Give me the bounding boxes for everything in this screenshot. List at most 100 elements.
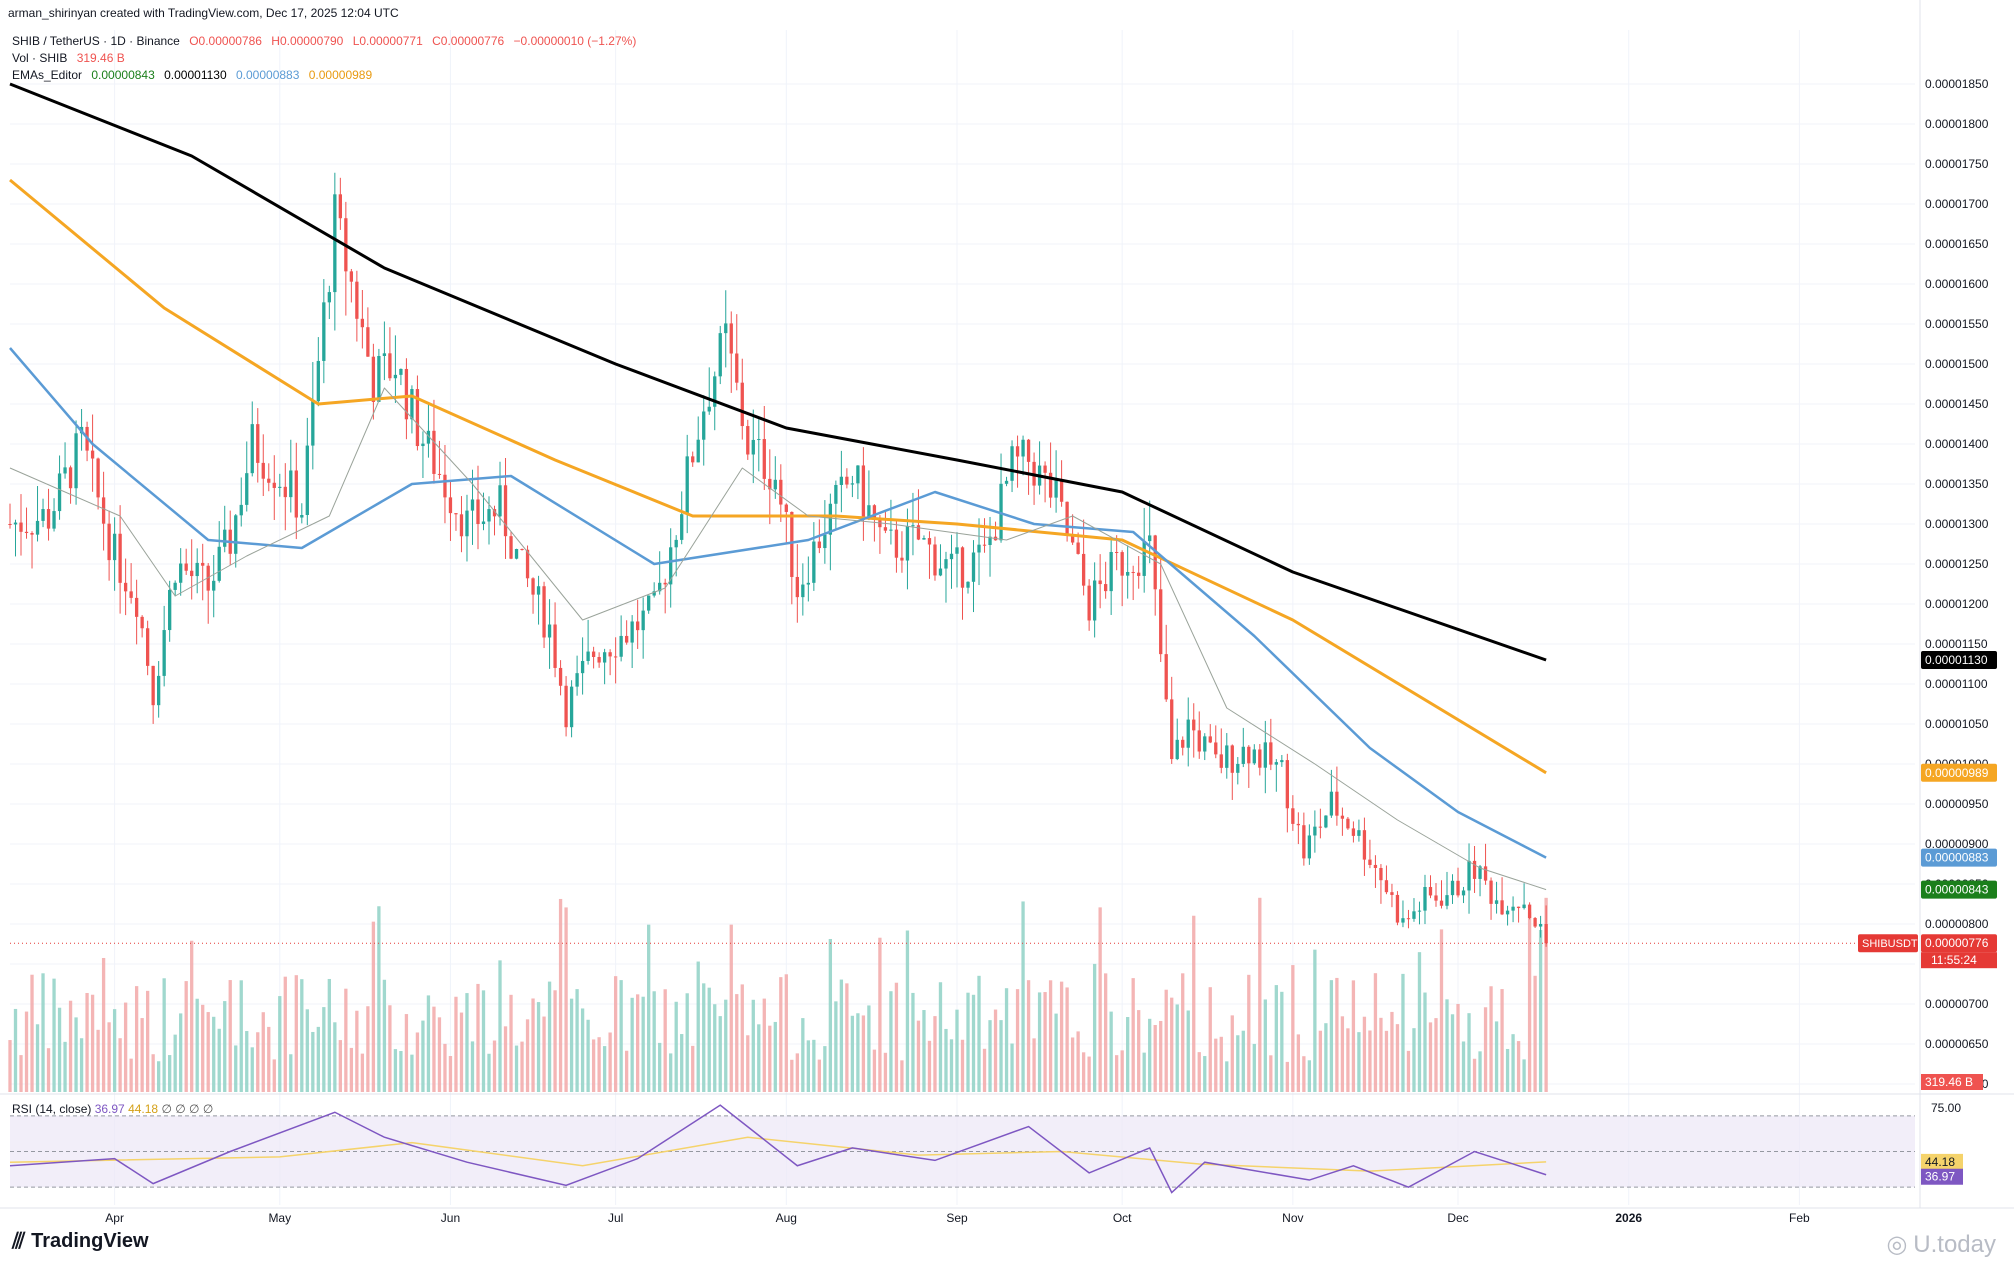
price-tag-label: 0.00000776 bbox=[1925, 936, 1989, 950]
candle-body bbox=[1186, 719, 1190, 748]
volume-bar bbox=[1324, 1023, 1328, 1092]
rsi-label[interactable]: RSI (14, close) bbox=[12, 1102, 92, 1116]
candle-body bbox=[812, 541, 816, 583]
candle-body bbox=[448, 497, 453, 514]
rsi-extras: ∅ ∅ ∅ ∅ bbox=[161, 1102, 214, 1116]
candle-body bbox=[250, 424, 254, 474]
volume-bar bbox=[1103, 973, 1108, 1092]
volume-bar bbox=[1219, 1036, 1223, 1092]
price-tick-label: 0.00001750 bbox=[1925, 157, 1989, 171]
countdown-label: 11:55:24 bbox=[1931, 953, 1977, 967]
candle-body bbox=[1252, 749, 1256, 764]
candle-body bbox=[569, 686, 574, 728]
volume-bar bbox=[553, 990, 557, 1092]
candle-body bbox=[779, 479, 783, 505]
volume-bar bbox=[85, 993, 89, 1092]
ema20-line bbox=[9, 387, 1547, 891]
candle-body bbox=[735, 353, 739, 383]
candle-body bbox=[443, 474, 447, 498]
candle-body bbox=[1412, 911, 1416, 919]
candle-body bbox=[1076, 542, 1080, 554]
candle-body bbox=[1159, 589, 1163, 655]
volume-bar bbox=[212, 1016, 216, 1092]
candle-body bbox=[1478, 866, 1482, 879]
candle-body bbox=[1538, 924, 1543, 927]
volume-bar bbox=[509, 994, 513, 1092]
candle-body bbox=[1208, 736, 1212, 743]
volume-bar bbox=[261, 1012, 265, 1092]
candle-body bbox=[586, 651, 590, 661]
candle-body bbox=[746, 426, 750, 455]
low-value: L0.00000771 bbox=[352, 34, 423, 48]
candle-body bbox=[1021, 439, 1025, 457]
volume-bar bbox=[542, 1016, 546, 1092]
candle-body bbox=[784, 504, 788, 512]
candle-body bbox=[1269, 742, 1273, 765]
volume-tag-label: 319.46 B bbox=[1925, 1075, 1973, 1089]
volume-bar bbox=[1225, 1061, 1229, 1092]
symbol-label[interactable]: SHIB / TetherUS · 1D · Binance bbox=[12, 34, 180, 48]
candle-body bbox=[1192, 719, 1196, 731]
candle-body bbox=[718, 333, 722, 377]
price-tick-label: 0.00000900 bbox=[1925, 837, 1989, 851]
candle-body bbox=[1175, 739, 1179, 760]
candle-body bbox=[52, 511, 56, 529]
candle-body bbox=[1318, 826, 1323, 828]
candle-body bbox=[470, 499, 475, 511]
price-tick-label: 0.00000950 bbox=[1925, 797, 1989, 811]
candle-body bbox=[922, 538, 926, 540]
price-tick-label: 0.00001550 bbox=[1925, 317, 1989, 331]
volume-bar bbox=[691, 1045, 695, 1092]
candle-body bbox=[680, 514, 684, 540]
candle-body bbox=[1302, 825, 1306, 859]
candle-body bbox=[1203, 736, 1207, 752]
tradingview-brand[interactable]: ⫻ TradingView bbox=[12, 1228, 149, 1254]
volume-bar bbox=[1131, 978, 1135, 1092]
candle-body bbox=[580, 660, 585, 674]
candle-body bbox=[1395, 894, 1400, 923]
candle-body bbox=[658, 582, 662, 592]
candle-body bbox=[966, 581, 970, 588]
candle-body bbox=[1456, 880, 1460, 896]
candle-body bbox=[1511, 906, 1515, 911]
volume-bar bbox=[256, 1032, 260, 1092]
candle-body bbox=[1291, 808, 1295, 824]
candle-body bbox=[1483, 866, 1488, 881]
candle-body bbox=[1004, 480, 1009, 484]
candle-body bbox=[1307, 835, 1312, 859]
candle-body bbox=[223, 529, 227, 547]
volume-bar bbox=[883, 1052, 888, 1092]
volume-label[interactable]: Vol · SHIB bbox=[12, 51, 68, 65]
price-tag bbox=[1921, 848, 1997, 867]
candle-body bbox=[630, 621, 634, 643]
volume-bar bbox=[933, 1016, 937, 1092]
price-tick-label: 0.00001800 bbox=[1925, 117, 1989, 131]
volume-bar bbox=[234, 1045, 238, 1092]
volume-bar bbox=[1010, 1043, 1014, 1092]
volume-bar bbox=[1092, 963, 1097, 1092]
volume-bar bbox=[1252, 1043, 1256, 1092]
volume-bar bbox=[1335, 977, 1339, 1092]
candle-body bbox=[575, 673, 579, 687]
volume-bar bbox=[1230, 1015, 1234, 1092]
volume-bar bbox=[1026, 980, 1031, 1092]
ema50-value: 0.00000883 bbox=[235, 68, 300, 82]
price-tick-label: 0.00001350 bbox=[1925, 477, 1989, 491]
volume-bar bbox=[349, 1047, 354, 1092]
date-tick-label: May bbox=[268, 1211, 291, 1225]
candle-body bbox=[927, 538, 932, 545]
candle-body bbox=[674, 539, 678, 548]
ema-label[interactable]: EMAs_Editor bbox=[12, 68, 83, 82]
volume-bar bbox=[740, 984, 744, 1092]
volume-value: 319.46 B bbox=[76, 51, 125, 65]
candle-body bbox=[300, 515, 304, 518]
volume-bar bbox=[558, 898, 563, 1092]
candle-body bbox=[1390, 892, 1394, 895]
candle-body bbox=[850, 483, 855, 485]
volume-bar bbox=[184, 981, 188, 1092]
candle-body bbox=[1373, 864, 1378, 868]
volume-bar bbox=[300, 979, 304, 1092]
date-tick-label: Dec bbox=[1447, 1211, 1468, 1225]
rsi-tick-label: 75.00 bbox=[1931, 1101, 1961, 1115]
